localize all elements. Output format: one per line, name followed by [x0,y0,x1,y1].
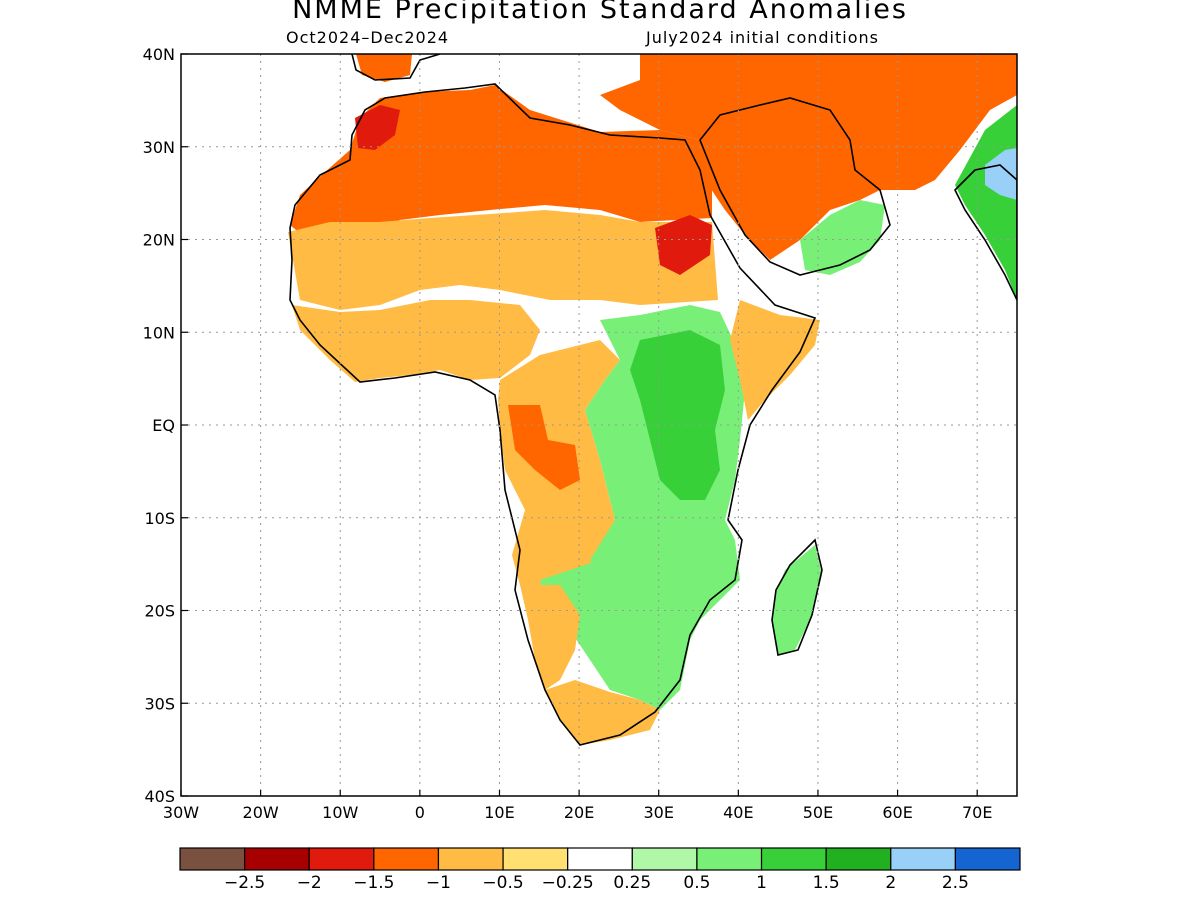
legend-swatch [437,847,504,871]
anomaly-region [800,200,885,275]
legend-label: −1 [426,873,451,893]
legend-swatch [244,847,310,871]
africa-coastline [289,83,817,746]
legend-label: 2.5 [942,873,969,893]
lat-tick-label: 20S [144,602,175,621]
anomaly-region [630,330,725,500]
lat-tick-label: 10N [143,323,175,342]
anomaly-region [292,300,540,382]
legend-swatch [760,847,827,871]
anomaly-region [730,300,820,420]
legend-swatch [179,847,246,871]
anomaly-region [772,545,822,655]
chart-title: NMME Precipitation Standard Anomalies [292,0,908,25]
anomaly-region [356,54,412,82]
initial-conditions: July2024 initial conditions [646,28,879,47]
anomaly-region [288,210,718,310]
lat-tick-label: 40N [143,45,175,64]
legend-label: −0.25 [542,873,594,893]
anomaly-region [508,405,580,490]
grid [181,54,1017,796]
legend-swatch [373,847,440,871]
india-coastline [954,164,1017,301]
lon-tick-label: 10E [484,803,514,822]
lon-tick-label: 30E [643,803,673,822]
lon-tick-label: 30W [163,803,199,822]
legend: −2.5 −2 −1.5 −1 −0.5 −0.25 0.25 0.5 1 1.5 2 2.5 [179,847,1021,893]
lon-tick-label: 20W [243,803,279,822]
lon-axis: 30W 20W 10W 0 10E 20E 30E 40E 50E 60E 70E [163,790,992,822]
legend-label: −0.5 [482,873,523,893]
anomaly-region [830,54,1017,180]
lat-tick-label: 30S [144,694,175,713]
forecast-period: Oct2024–Dec2024 [286,28,450,47]
legend-label: 2 [885,873,896,893]
lon-tick-label: 60E [882,803,912,822]
legend-label: −1.5 [353,873,394,893]
lon-tick-label: 50E [803,803,833,822]
anomaly-region [355,105,400,150]
lat-tick-label: 40S [144,787,175,806]
legend-swatch [696,847,763,871]
legend-swatch [631,847,698,871]
lon-tick-label: 40E [723,803,753,822]
lat-tick-label: 20N [143,231,175,250]
legend-label: 1 [756,873,767,893]
lat-axis: 40N 30N 20N 10N EQ 10S 20S 30S 40S [143,45,188,806]
legend-swatch [954,847,1021,871]
legend-swatch [890,847,956,871]
europe-coastline [351,54,441,81]
legend-label: 1.5 [813,873,840,893]
lon-tick-label: 0 [415,803,425,822]
legend-swatch [308,847,375,871]
anomaly-region [655,215,712,275]
lat-tick-label: 10S [144,509,175,528]
legend-label: 0.5 [683,873,710,893]
coastlines [289,54,1017,746]
legend-label: 0.25 [613,873,651,893]
lon-tick-label: 10W [322,803,358,822]
arabia-coastline [699,97,891,276]
legend-swatch [502,847,569,871]
legend-swatch [567,847,633,871]
anomaly-region [545,680,660,745]
anomaly-region [520,585,580,690]
legend-swatch [825,847,892,871]
anomaly-region [985,148,1017,200]
lat-tick-label: 30N [143,138,175,157]
anomaly-layer [288,54,1017,745]
lon-tick-label: 70E [962,803,992,822]
legend-label: −2.5 [224,873,265,893]
lat-tick-label: EQ [152,416,175,435]
lon-tick-label: 20E [564,803,594,822]
madagascar-coastline [771,538,823,656]
legend-label: −2 [297,873,322,893]
anomaly-region [540,560,690,710]
